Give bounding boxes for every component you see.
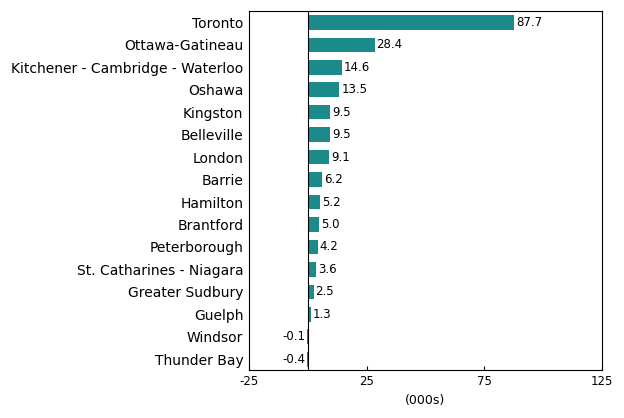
Text: 14.6: 14.6	[344, 61, 370, 74]
Text: 13.5: 13.5	[341, 83, 368, 96]
Text: 3.6: 3.6	[318, 263, 337, 276]
Text: 5.0: 5.0	[321, 218, 340, 231]
Text: -0.4: -0.4	[282, 353, 305, 366]
Bar	[308, 307, 311, 321]
Text: 1.3: 1.3	[313, 308, 331, 321]
Bar	[308, 195, 320, 209]
Text: 6.2: 6.2	[324, 173, 343, 186]
Text: 9.1: 9.1	[331, 150, 349, 163]
Bar	[308, 262, 316, 277]
Text: 87.7: 87.7	[516, 16, 542, 29]
Bar	[308, 127, 330, 142]
Bar	[308, 38, 374, 52]
Text: 2.5: 2.5	[316, 285, 334, 298]
Text: 9.5: 9.5	[332, 128, 351, 141]
Text: 5.2: 5.2	[322, 196, 341, 209]
Bar	[307, 352, 308, 367]
Bar	[308, 217, 319, 232]
Bar	[308, 150, 329, 164]
Bar	[308, 285, 314, 299]
Bar	[308, 60, 342, 74]
Bar	[308, 82, 339, 97]
Text: 28.4: 28.4	[376, 38, 402, 51]
Bar	[308, 15, 514, 30]
Text: -0.1: -0.1	[283, 330, 306, 343]
Bar	[308, 172, 322, 187]
Bar	[308, 240, 318, 254]
Bar	[308, 105, 330, 120]
Text: 4.2: 4.2	[319, 240, 338, 253]
Text: 9.5: 9.5	[332, 106, 351, 119]
X-axis label: (000s): (000s)	[405, 394, 446, 407]
